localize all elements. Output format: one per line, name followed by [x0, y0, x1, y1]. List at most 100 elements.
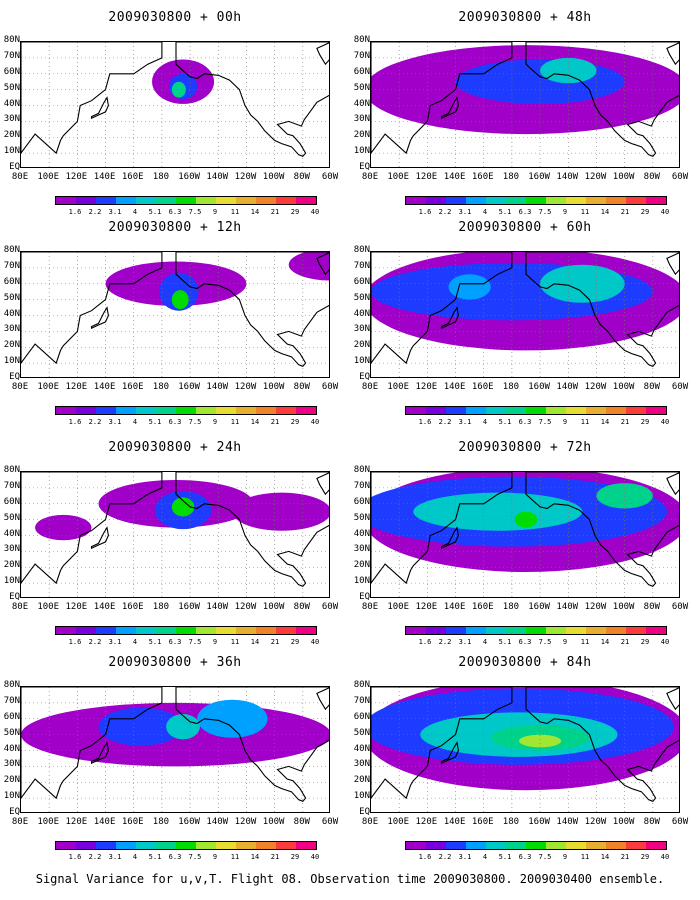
panel-title: 2009030800 + 48h: [458, 10, 592, 25]
y-tick-label: 60N: [353, 276, 370, 287]
map-area: [20, 686, 330, 813]
colorbar-swatch: [116, 842, 136, 849]
x-tick-label: 80W: [643, 817, 660, 827]
map-area: [20, 41, 330, 168]
colorbar-label: 1.6: [418, 418, 432, 426]
y-tick-label: 70N: [353, 480, 370, 491]
signal-region: [171, 81, 186, 98]
colorbar-swatch: [506, 407, 526, 414]
coastline: [90, 741, 109, 765]
x-tick-label: 60W: [671, 602, 689, 612]
colorbar-label: 4: [132, 418, 138, 426]
colorbar-label: 29: [290, 853, 300, 861]
coastline: [175, 252, 329, 367]
x-tick-label: 100E: [387, 817, 410, 827]
colorbar-label: 7.5: [538, 418, 552, 426]
y-tick-label: 80N: [353, 465, 370, 475]
colorbar-swatch: [136, 842, 156, 849]
y-tick-label: 70N: [3, 695, 20, 706]
colorbar-label: 3.1: [108, 208, 122, 216]
colorbar-label: 11: [580, 853, 590, 861]
y-tick-label: 40N: [353, 98, 370, 109]
colorbar-label: 6.3: [518, 853, 532, 861]
colorbar-label: 5.1: [498, 853, 512, 861]
x-tick-label: 80W: [293, 817, 310, 827]
colorbar-label: 4: [482, 853, 488, 861]
map-panel-60h: 2009030800 + 60h 80N 70N 60N 50N 40N 30N 20N 10N…: [350, 210, 700, 435]
y-tick-label: 70N: [3, 480, 20, 491]
colorbar-label: 7.5: [538, 853, 552, 861]
colorbar-swatch: [216, 842, 236, 849]
x-tick-label: 120E: [65, 817, 88, 827]
colorbar-label: 7.5: [538, 208, 552, 216]
colorbar-label: 5.1: [148, 208, 162, 216]
colorbar-swatch: [156, 842, 176, 849]
x-tick-label: 160W: [178, 602, 200, 612]
y-tick-label: 50N: [3, 82, 20, 93]
x-tick-label: 140E: [93, 382, 116, 392]
colorbar-swatch: [646, 627, 666, 634]
colorbar-label: 7.5: [188, 853, 202, 861]
x-tick-label: 140W: [206, 172, 229, 182]
signal-region: [413, 492, 583, 531]
colorbar-swatch: [566, 197, 586, 204]
x-tick-label: 160E: [121, 602, 144, 612]
coastline: [175, 42, 329, 157]
colorbar-swatch: [176, 842, 196, 849]
coastline: [21, 252, 163, 365]
x-tick-label: 120E: [65, 172, 88, 182]
y-tick-label: 20N: [3, 775, 20, 786]
signal-region: [98, 707, 184, 746]
x-tick-label: 100E: [37, 172, 60, 182]
x-tick-label: 140E: [443, 602, 466, 612]
colorbar-label: 14: [600, 638, 610, 646]
signal-region: [35, 514, 92, 541]
colorbar-label: 11: [230, 638, 240, 646]
colorbar-swatch: [526, 407, 546, 414]
y-tick-label: 30N: [353, 544, 370, 555]
y-tick-label: 80N: [353, 245, 370, 255]
colorbar-swatch: [276, 627, 296, 634]
coastline: [21, 42, 163, 155]
x-tick-label: 140W: [556, 172, 579, 182]
colorbar-swatch: [586, 627, 606, 634]
x-tick-label: 140W: [206, 817, 229, 827]
coastline: [371, 687, 513, 800]
colorbar-label: 7.5: [188, 418, 202, 426]
colorbar-label: 9: [562, 853, 568, 861]
x-tick-label: 80E: [11, 817, 29, 827]
x-tick-label: 100E: [387, 602, 410, 612]
colorbar-swatch: [506, 842, 526, 849]
x-tick-label: 60W: [671, 382, 689, 392]
x-tick-label: 140W: [206, 602, 229, 612]
colorbar-label: 2.2: [438, 638, 452, 646]
colorbar-label: 5.1: [148, 418, 162, 426]
x-tick-label: 100E: [37, 602, 60, 612]
colorbar-swatch: [276, 197, 296, 204]
colorbar-swatch: [566, 627, 586, 634]
x-tick-label: 180: [152, 817, 170, 827]
colorbar-label: 4: [132, 853, 138, 861]
colorbar-swatch: [256, 627, 276, 634]
colorbar-label: 40: [660, 853, 670, 861]
colorbar-label: 5.1: [148, 638, 162, 646]
colorbar-label: 7.5: [538, 638, 552, 646]
x-tick-label: 100W: [262, 172, 285, 182]
x-tick-label: 180: [152, 382, 170, 392]
x-tick-label: 120W: [584, 817, 607, 827]
colorbar-label: 3.1: [458, 208, 472, 216]
x-tick-label: 160E: [471, 817, 494, 827]
x-tick-label: 120E: [65, 602, 88, 612]
colorbar-swatch: [566, 842, 586, 849]
colorbar-swatch: [486, 197, 506, 204]
colorbar-swatch: [96, 842, 116, 849]
y-tick-label: EQ: [359, 162, 370, 172]
coastline: [21, 687, 163, 800]
y-tick-label: 30N: [353, 759, 370, 770]
signal-region: [166, 713, 200, 740]
colorbar-swatch: [156, 407, 176, 414]
coastline: [90, 96, 109, 120]
colorbar-swatch: [446, 842, 466, 849]
colorbar-label: 14: [600, 208, 610, 216]
colorbar-label: 4: [482, 638, 488, 646]
